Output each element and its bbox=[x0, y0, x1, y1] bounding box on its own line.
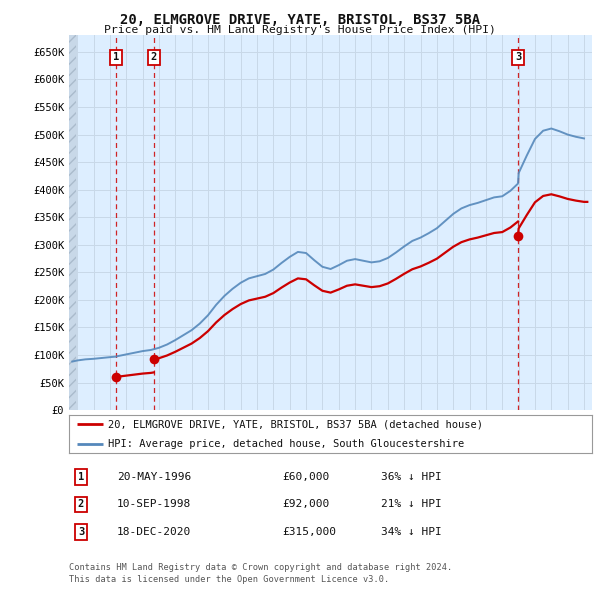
Text: 2: 2 bbox=[78, 500, 84, 509]
Text: 20-MAY-1996: 20-MAY-1996 bbox=[117, 472, 191, 481]
Text: Price paid vs. HM Land Registry's House Price Index (HPI): Price paid vs. HM Land Registry's House … bbox=[104, 25, 496, 35]
Text: 36% ↓ HPI: 36% ↓ HPI bbox=[381, 472, 442, 481]
Text: 1: 1 bbox=[113, 53, 119, 63]
Text: 3: 3 bbox=[78, 527, 84, 537]
Bar bbox=[69, 35, 76, 410]
Text: This data is licensed under the Open Government Licence v3.0.: This data is licensed under the Open Gov… bbox=[69, 575, 389, 584]
Text: 2: 2 bbox=[151, 53, 157, 63]
Bar bbox=[69, 35, 76, 410]
Text: 1: 1 bbox=[78, 472, 84, 481]
Text: 20, ELMGROVE DRIVE, YATE, BRISTOL, BS37 5BA (detached house): 20, ELMGROVE DRIVE, YATE, BRISTOL, BS37 … bbox=[108, 419, 483, 430]
Text: HPI: Average price, detached house, South Gloucestershire: HPI: Average price, detached house, Sout… bbox=[108, 438, 464, 448]
Text: £92,000: £92,000 bbox=[282, 500, 329, 509]
Text: 21% ↓ HPI: 21% ↓ HPI bbox=[381, 500, 442, 509]
Text: 3: 3 bbox=[515, 53, 521, 63]
Text: 34% ↓ HPI: 34% ↓ HPI bbox=[381, 527, 442, 537]
Text: Contains HM Land Registry data © Crown copyright and database right 2024.: Contains HM Land Registry data © Crown c… bbox=[69, 563, 452, 572]
Text: 18-DEC-2020: 18-DEC-2020 bbox=[117, 527, 191, 537]
Text: £315,000: £315,000 bbox=[282, 527, 336, 537]
Text: 20, ELMGROVE DRIVE, YATE, BRISTOL, BS37 5BA: 20, ELMGROVE DRIVE, YATE, BRISTOL, BS37 … bbox=[120, 13, 480, 27]
Text: 10-SEP-1998: 10-SEP-1998 bbox=[117, 500, 191, 509]
Text: £60,000: £60,000 bbox=[282, 472, 329, 481]
